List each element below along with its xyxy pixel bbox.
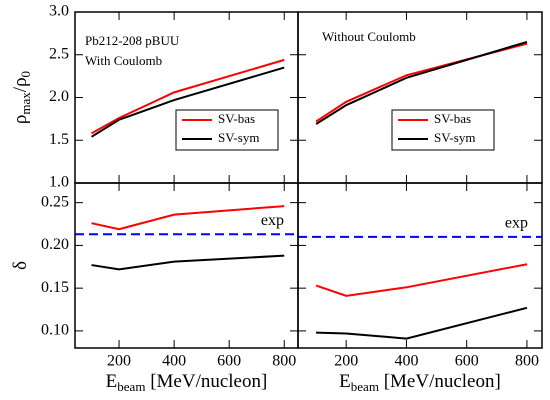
- annotation: Pb212-208 pBUU: [85, 33, 180, 48]
- data-line: [316, 306, 528, 340]
- y-tick-label: 1.5: [49, 131, 69, 148]
- y-axis-label: ρmax/ρ0: [10, 71, 33, 124]
- y-axis-label-part: δ: [10, 261, 31, 270]
- data-line: [315, 40, 528, 125]
- annotation: Without Coulomb: [322, 29, 416, 44]
- y-tick-label: 0.10: [41, 322, 69, 339]
- data-line: [91, 58, 285, 135]
- data-line: [315, 263, 528, 297]
- y-tick-label: 1.0: [49, 174, 69, 191]
- x-tick-label: 600: [455, 353, 479, 370]
- x-axis-label-part: E: [339, 371, 351, 392]
- x-axis-label: Ebeam [MeV/nucleon]: [106, 371, 268, 394]
- x-axis-label-part: [MeV/nucleon]: [145, 371, 267, 392]
- data-line: [91, 205, 285, 231]
- reference-label: exp: [261, 212, 284, 229]
- y-tick-label: 2.5: [49, 45, 69, 62]
- y-tick-label: 0.15: [41, 279, 69, 296]
- plot-frame: [297, 182, 543, 349]
- annotation: With Coulomb: [85, 53, 162, 68]
- x-tick-label: 800: [272, 353, 296, 370]
- y-tick-label: 2.0: [49, 88, 69, 105]
- reference-label: exp: [505, 215, 528, 232]
- legend-label: SV-bas: [434, 111, 471, 126]
- legend-label: SV-sym: [218, 130, 259, 145]
- x-axis-label-part: [MeV/nucleon]: [379, 371, 501, 392]
- x-tick-label: 400: [394, 353, 418, 370]
- x-tick-label: 200: [107, 353, 131, 370]
- x-axis-label-part: beam: [351, 379, 379, 394]
- x-axis-label-part: E: [106, 371, 118, 392]
- y-axis-label-part: ρ: [10, 115, 31, 124]
- y-axis-label-part: 0: [18, 71, 33, 78]
- legend-box: [175, 109, 279, 151]
- y-tick-label: 3.0: [49, 3, 69, 20]
- legend-label: SV-sym: [434, 130, 475, 145]
- y-axis-label-part: /ρ: [10, 77, 31, 92]
- x-axis-label: Ebeam [MeV/nucleon]: [339, 371, 501, 394]
- data-line: [91, 254, 285, 271]
- x-tick-label: 200: [334, 353, 358, 370]
- y-tick-label: 0.25: [41, 193, 69, 210]
- y-tick-label: 0.20: [41, 236, 69, 253]
- x-tick-label: 600: [217, 353, 241, 370]
- y-axis-label: δ: [10, 261, 31, 270]
- x-axis-label-part: beam: [117, 379, 145, 394]
- data-line: [90, 66, 285, 138]
- x-tick-label: 400: [162, 353, 186, 370]
- legend-label: SV-bas: [218, 111, 255, 126]
- y-axis-label-part: max: [18, 92, 33, 115]
- x-tick-label: 800: [515, 353, 539, 370]
- legend-box: [391, 109, 495, 151]
